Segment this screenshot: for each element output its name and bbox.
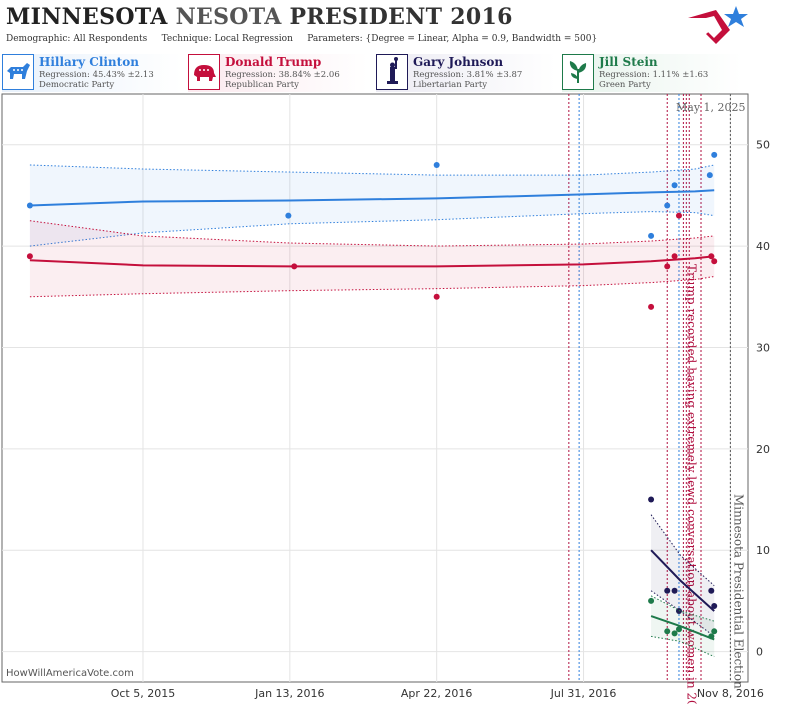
legend-regression: Regression: 45.43% ±2.13	[39, 70, 154, 80]
band-upper-line	[29, 164, 715, 176]
band-upper-line	[29, 220, 715, 247]
poll-point	[675, 626, 682, 633]
annotation-text: Minnesota Presidential Election	[731, 494, 745, 689]
y-tick-label: 40	[756, 240, 770, 253]
title-race: PRESIDENT 2016	[289, 4, 513, 30]
poll-point	[648, 597, 655, 604]
title-state-fragment: NESOTA	[175, 4, 282, 30]
legend-regression: Regression: 1.11% ±1.63	[599, 70, 709, 80]
poll-point	[711, 602, 718, 609]
legend-item-trump[interactable]: Donald Trump Regression: 38.84% ±2.06 Re…	[188, 54, 368, 92]
band-upper-line	[650, 514, 715, 587]
poll-point	[433, 293, 440, 300]
poll-point	[664, 587, 671, 594]
legend-name: Hillary Clinton	[39, 55, 139, 69]
poll-point	[648, 232, 655, 239]
trend-line	[650, 615, 715, 641]
y-tick-label: 30	[756, 341, 770, 354]
demographic-value: All Respondents	[73, 34, 148, 44]
parameters-value: {Degree = Linear, Alpha = 0.9, Bandwidth…	[365, 34, 598, 44]
parameters-line: Demographic: All Respondents Technique: …	[6, 34, 597, 44]
poll-point	[26, 202, 33, 209]
poll-point	[708, 253, 715, 260]
poll-point	[675, 608, 682, 615]
poll-point	[285, 212, 292, 219]
trend-line	[29, 189, 715, 207]
parameters-label: Parameters:	[307, 34, 363, 44]
poll-point	[711, 151, 718, 158]
legend-regression: Regression: 38.84% ±2.06	[225, 70, 340, 80]
poll-point	[671, 253, 678, 260]
poll-point	[648, 496, 655, 503]
x-tick-label: Apr 22, 2016	[401, 687, 473, 700]
statue-of-liberty-icon	[376, 54, 408, 90]
legend-item-stein[interactable]: Jill Stein Regression: 1.11% ±1.63 Green…	[562, 54, 742, 92]
confidence-band	[29, 164, 715, 247]
poll-point	[671, 630, 678, 637]
legend-item-johnson[interactable]: Gary Johnson Regression: 3.81% ±3.87 Lib…	[376, 54, 556, 92]
technique-value: Local Regression	[214, 34, 293, 44]
poll-point	[671, 587, 678, 594]
watermark: HowWillAmericaVote.com	[6, 668, 134, 679]
poll-point	[708, 633, 715, 640]
y-tick-label: 10	[756, 544, 770, 557]
band-upper-line	[650, 595, 715, 622]
trend-line	[29, 255, 715, 268]
site-logo-icon	[688, 6, 748, 44]
demographic-label: Demographic:	[6, 34, 71, 44]
y-tick-label: 0	[756, 646, 763, 659]
poll-point	[664, 628, 671, 635]
date-stamp: May 1, 2025	[676, 101, 746, 114]
poll-point	[664, 263, 671, 270]
poll-point	[648, 303, 655, 310]
poll-point	[291, 263, 298, 270]
trend-line	[650, 549, 715, 612]
y-tick-label: 50	[756, 139, 770, 152]
plot-area	[1, 93, 749, 683]
x-tick-label: Jan 13, 2016	[254, 687, 324, 700]
technique-label: Technique:	[161, 34, 212, 44]
donkey-icon	[2, 54, 34, 90]
poll-point	[711, 258, 718, 265]
title-state: MINNESOTA	[6, 4, 168, 30]
legend-party: Republican Party	[225, 80, 299, 90]
legend-name: Jill Stein	[599, 55, 658, 69]
poll-point	[711, 628, 718, 635]
x-tick-label: Jul 31, 2016	[550, 687, 617, 700]
elephant-icon	[188, 54, 220, 90]
legend-item-clinton[interactable]: Hillary Clinton Regression: 45.43% ±2.13…	[2, 54, 182, 92]
legend-party: Green Party	[599, 80, 651, 90]
poll-point	[706, 172, 713, 179]
confidence-band	[29, 220, 715, 297]
confidence-band	[651, 514, 715, 637]
poll-point	[664, 202, 671, 209]
poll-point	[26, 253, 33, 260]
legend-name: Gary Johnson	[413, 55, 504, 69]
legend-name: Donald Trump	[225, 55, 322, 69]
band-lower-line	[29, 211, 715, 247]
legend-party: Democratic Party	[39, 80, 115, 90]
x-tick-label: Nov 8, 2016	[697, 687, 764, 700]
poll-point	[433, 161, 440, 168]
x-tick-label: Oct 5, 2015	[111, 687, 176, 700]
legend-regression: Regression: 3.81% ±3.87	[413, 70, 523, 80]
poll-point	[671, 182, 678, 189]
leaf-icon	[562, 54, 594, 90]
poll-point	[708, 587, 715, 594]
y-tick-label: 20	[756, 443, 770, 456]
poll-point	[675, 212, 682, 219]
page-title: MINNESOTA NESOTA PRESIDENT 2016	[6, 4, 513, 30]
band-lower-line	[29, 275, 715, 298]
legend-party: Libertarian Party	[413, 80, 488, 90]
